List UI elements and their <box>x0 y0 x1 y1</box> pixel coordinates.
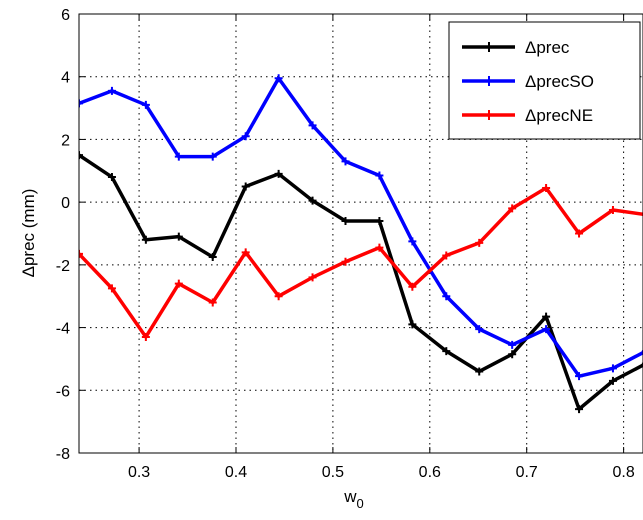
series-line <box>79 155 643 409</box>
y-tick-label: -4 <box>56 321 70 338</box>
x-tick-label: 0.6 <box>419 464 441 481</box>
y-axis-label: Δprec (mm) <box>19 189 38 278</box>
x-axis-label: w0 <box>343 487 364 511</box>
x-tick-labels: 0.3 0.4 0.5 0.6 0.7 0.8 <box>128 464 635 481</box>
y-tick-labels: -8 -6 -4 -2 0 2 4 6 <box>56 7 70 463</box>
y-tick-label: 4 <box>61 70 70 87</box>
legend-label: ΔprecNE <box>525 106 593 125</box>
series-precNE <box>75 184 643 341</box>
x-tick-label: 0.3 <box>128 464 150 481</box>
legend-label: Δprec <box>525 38 570 57</box>
y-tick-label: 2 <box>61 132 70 149</box>
y-tick-label: -2 <box>56 258 70 275</box>
data-point <box>375 217 383 225</box>
y-tick-label: 6 <box>61 7 70 24</box>
legend: Δprec ΔprecSO ΔprecNE <box>449 22 640 139</box>
x-tick-label: 0.5 <box>322 464 344 481</box>
series-prec <box>75 151 643 413</box>
x-tick-label: 0.7 <box>516 464 538 481</box>
y-tick-label: 0 <box>61 195 70 212</box>
x-tick-label: 0.4 <box>225 464 247 481</box>
y-tick-label: -8 <box>56 446 70 463</box>
legend-label: ΔprecSO <box>525 72 594 91</box>
y-tick-label: -6 <box>56 383 70 400</box>
series-line <box>79 188 643 337</box>
x-tick-label: 0.8 <box>612 464 634 481</box>
